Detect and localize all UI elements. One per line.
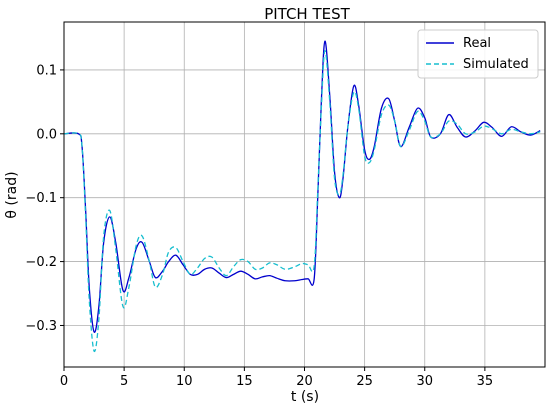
y-tick-label: −0.2 bbox=[25, 255, 57, 270]
y-tick-label: −0.3 bbox=[25, 319, 57, 334]
x-tick-label: 35 bbox=[477, 374, 494, 389]
y-tick-label: −0.1 bbox=[25, 191, 57, 206]
legend-box bbox=[417, 29, 539, 79]
y-axis-ticks: −0.3 −0.2 −0.1 0.0 0.1 bbox=[25, 63, 64, 334]
y-axis-label: θ (rad) bbox=[4, 171, 20, 218]
legend-label-simulated: Simulated bbox=[463, 57, 529, 72]
x-axis-label: t (s) bbox=[291, 389, 319, 405]
x-tick-label: 20 bbox=[296, 374, 313, 389]
legend: Real Simulated bbox=[417, 29, 539, 79]
x-tick-label: 15 bbox=[236, 374, 253, 389]
chart-title: PITCH TEST bbox=[264, 5, 350, 23]
series-line-real bbox=[63, 40, 541, 333]
y-tick-label: 0.1 bbox=[36, 63, 57, 78]
legend-label-real: Real bbox=[463, 36, 491, 51]
x-tick-label: 10 bbox=[176, 374, 193, 389]
x-tick-label: 30 bbox=[416, 374, 433, 389]
x-axis-ticks: 0 5 10 15 20 25 30 35 bbox=[60, 367, 493, 389]
series-layer bbox=[63, 40, 541, 353]
x-tick-label: 5 bbox=[120, 374, 128, 389]
x-tick-label: 25 bbox=[356, 374, 373, 389]
series-line-simulated bbox=[63, 50, 541, 353]
y-tick-label: 0.0 bbox=[36, 127, 57, 142]
x-tick-label: 0 bbox=[60, 374, 68, 389]
